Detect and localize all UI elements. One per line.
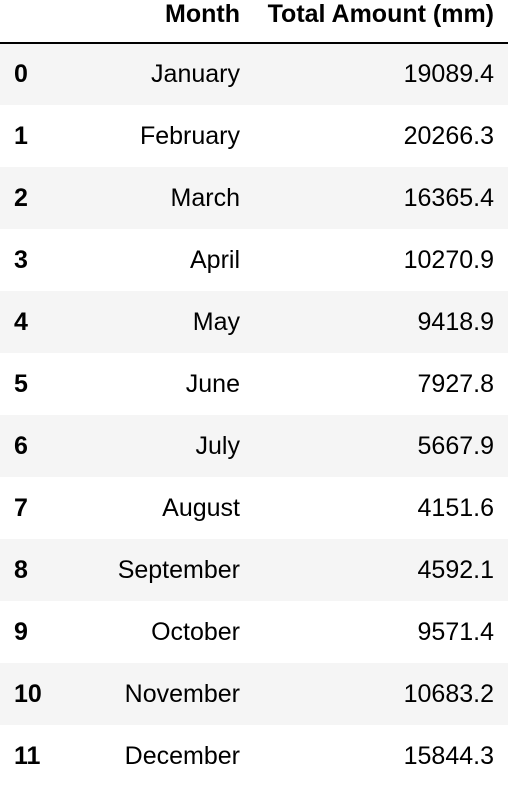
table-header: Month Total Amount (mm) <box>0 0 508 44</box>
row-index: 3 <box>14 245 28 274</box>
table-row: 10 November 10683.2 <box>0 663 508 725</box>
month-cell: March <box>170 183 240 212</box>
row-index: 11 <box>14 741 41 770</box>
amount-cell: 7927.8 <box>417 369 494 398</box>
month-cell: January <box>151 60 240 88</box>
amount-cell: 19089.4 <box>403 60 494 88</box>
amount-cell: 20266.3 <box>403 121 494 150</box>
row-index: 0 <box>14 60 28 88</box>
row-index: 10 <box>14 679 42 708</box>
table-row: 2 March 16365.4 <box>0 167 508 229</box>
table-row: 11 December 15844.3 <box>0 725 508 787</box>
table-row: 1 February 20266.3 <box>0 105 508 167</box>
amount-cell: 10270.9 <box>403 245 494 274</box>
row-index: 7 <box>14 493 28 522</box>
table-row: 9 October 9571.4 <box>0 601 508 663</box>
amount-cell: 5667.9 <box>417 431 494 460</box>
amount-cell: 9418.9 <box>417 307 494 336</box>
row-index: 8 <box>14 555 28 584</box>
row-index: 1 <box>14 121 28 150</box>
table-row: 0 January 19089.4 <box>0 43 508 105</box>
month-cell: September <box>117 555 240 584</box>
amount-cell: 4592.1 <box>417 555 494 584</box>
amount-cell: 16365.4 <box>403 183 494 212</box>
month-cell: December <box>124 741 240 770</box>
table-row: 5 June 7927.8 <box>0 353 508 415</box>
table-row: 8 September 4592.1 <box>0 539 508 601</box>
month-cell: August <box>162 493 240 522</box>
row-index: 4 <box>14 307 28 336</box>
table-row: 7 August 4151.6 <box>0 477 508 539</box>
amount-cell: 4151.6 <box>417 493 494 522</box>
month-header: Month <box>70 0 254 44</box>
amount-cell: 15844.3 <box>403 741 494 770</box>
month-cell: June <box>185 369 240 398</box>
row-index: 2 <box>14 183 28 212</box>
index-header <box>0 0 70 44</box>
month-cell: April <box>189 245 240 274</box>
amount-cell: 10683.2 <box>403 679 494 708</box>
month-cell: October <box>151 617 240 646</box>
month-cell: July <box>195 431 240 460</box>
header-row: Month Total Amount (mm) <box>0 0 508 44</box>
month-cell: February <box>139 121 240 150</box>
amount-cell: 9571.4 <box>417 617 494 646</box>
amount-header: Total Amount (mm) <box>254 0 508 44</box>
row-index: 9 <box>14 617 28 646</box>
table-row: 6 July 5667.9 <box>0 415 508 477</box>
table-row: 4 May 9418.9 <box>0 291 508 353</box>
table-body: 0 January 19089.4 1 February 20266.3 2 M… <box>0 43 508 787</box>
row-index: 6 <box>14 431 28 460</box>
table-row: 3 April 10270.9 <box>0 229 508 291</box>
month-cell: May <box>192 307 240 336</box>
row-index: 5 <box>14 369 28 398</box>
month-cell: November <box>124 679 240 708</box>
